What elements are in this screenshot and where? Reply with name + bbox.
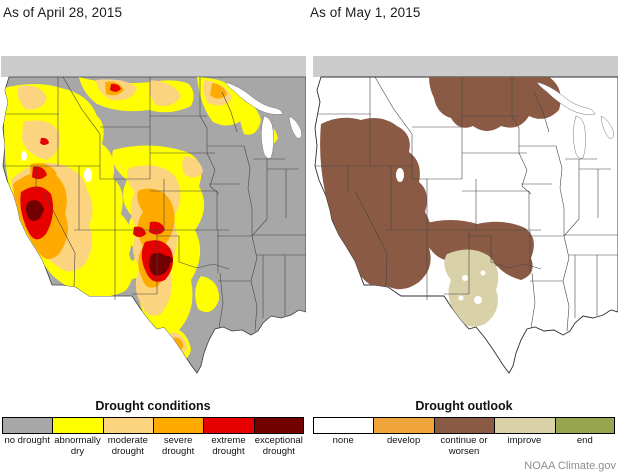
legend-label-no-drought: no drought	[4, 435, 50, 446]
goose-lake	[21, 151, 27, 161]
credit-text: NOAA Climate.gov	[524, 460, 616, 472]
drought-condition-areas	[3, 77, 278, 362]
great-salt-lake	[84, 168, 92, 182]
left-map-title: As of April 28, 2015	[3, 5, 123, 20]
legend-item-continue-or-worsen: continue or worsen	[433, 417, 496, 457]
exceptional-drought-areas	[25, 200, 173, 276]
legend-label-develop: develop	[386, 435, 421, 446]
legend-swatch-develop	[373, 417, 435, 434]
drought-outlook-legend: Drought outlook none develop continue or…	[313, 399, 616, 457]
legend-swatch-improve	[494, 417, 556, 434]
legend-swatch-none	[313, 417, 375, 434]
persist-or-worsen-areas	[320, 77, 561, 290]
legend-label-none: none	[332, 435, 354, 446]
legend-item-no-drought: no drought	[2, 417, 54, 457]
legend-label-moderate-drought: moderate drought	[107, 435, 148, 457]
legend-swatch-abnormally-dry	[52, 417, 104, 434]
legend-swatch-extreme-drought	[203, 417, 255, 434]
drought-outlook-swatch-row: none develop continue or worsen improve …	[313, 417, 616, 457]
drought-outlook-areas	[320, 77, 561, 327]
legend-item-none: none	[313, 417, 375, 457]
legend-item-extreme-drought: extreme drought	[203, 417, 255, 457]
legend-item-end: end	[554, 417, 616, 457]
legend-item-exceptional-drought: exceptional drought	[253, 417, 304, 457]
legend-label-abnormally-dry: abnormally dry	[54, 435, 101, 457]
drought-outlook-map	[313, 28, 618, 395]
legend-label-exceptional-drought: exceptional drought	[254, 435, 303, 457]
legend-label-continue-or-worsen: continue or worsen	[440, 435, 488, 457]
legend-swatch-exceptional-drought	[253, 417, 304, 434]
drought-conditions-swatch-row: no drought abnormally dry moderate droug…	[2, 417, 304, 457]
legend-label-improve: improve	[507, 435, 542, 446]
legend-item-severe-drought: severe drought	[152, 417, 205, 457]
improve-area-speckles	[458, 270, 486, 304]
legend-item-improve: improve	[494, 417, 556, 457]
drought-conditions-legend-title: Drought conditions	[95, 399, 211, 413]
legend-swatch-no-drought	[2, 417, 54, 434]
drought-outlook-legend-title: Drought outlook	[415, 399, 513, 413]
legend-item-moderate-drought: moderate drought	[102, 417, 154, 457]
legend-label-severe-drought: severe drought	[162, 435, 195, 457]
legend-swatch-moderate-drought	[102, 417, 154, 434]
great-salt-lake	[396, 168, 404, 182]
legend-swatch-severe-drought	[152, 417, 205, 434]
legend-label-end: end	[576, 435, 593, 446]
legend-label-extreme-drought: extreme drought	[211, 435, 246, 457]
legend-item-abnormally-dry: abnormally dry	[52, 417, 104, 457]
legend-item-develop: develop	[373, 417, 435, 457]
legend-swatch-continue-or-worsen	[433, 417, 496, 434]
right-map-title: As of May 1, 2015	[310, 5, 421, 20]
drought-conditions-map	[1, 28, 306, 395]
legend-swatch-end	[554, 417, 616, 434]
drought-conditions-legend: Drought conditions no drought abnormally…	[2, 399, 304, 457]
improve-areas	[444, 249, 499, 327]
